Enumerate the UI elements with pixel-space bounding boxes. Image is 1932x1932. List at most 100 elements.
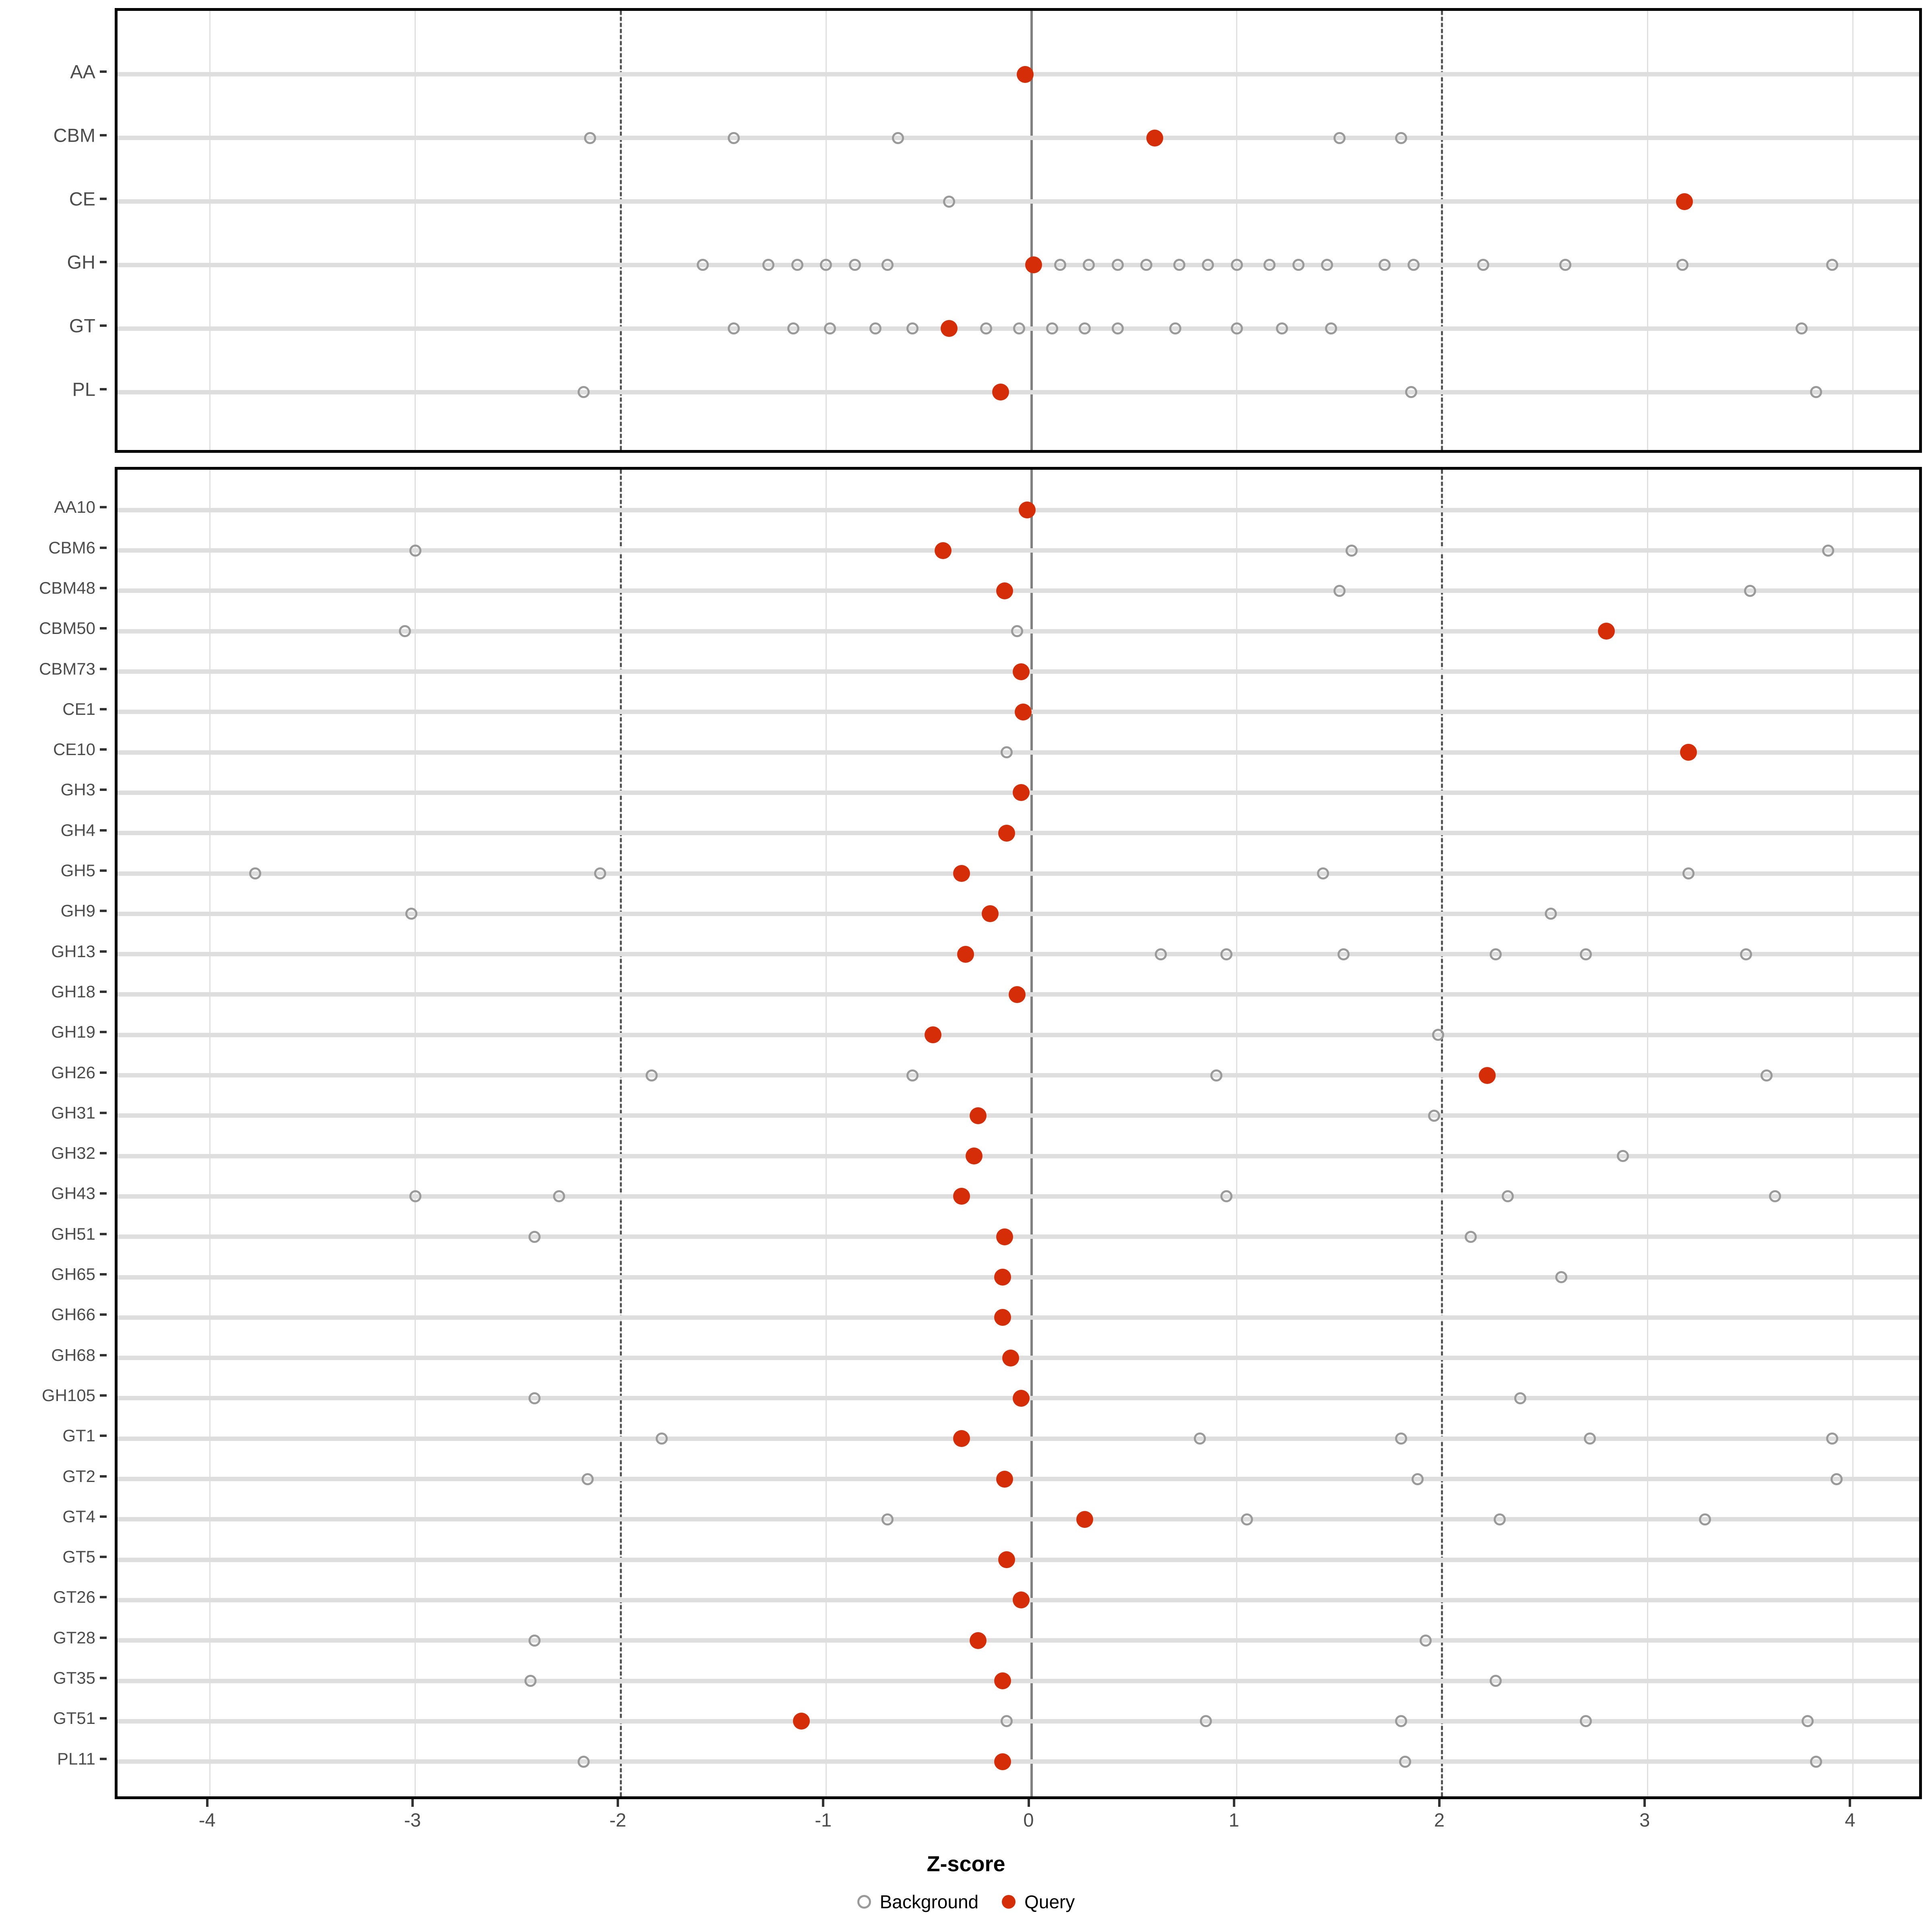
- background-point[interactable]: [1616, 1150, 1629, 1162]
- background-point[interactable]: [820, 259, 832, 271]
- query-point[interactable]: [1013, 663, 1030, 680]
- background-point[interactable]: [249, 867, 261, 880]
- background-point[interactable]: [1399, 1755, 1412, 1768]
- background-point[interactable]: [1338, 948, 1350, 960]
- query-point[interactable]: [1013, 1591, 1030, 1609]
- background-point[interactable]: [1826, 1432, 1839, 1445]
- background-point[interactable]: [1699, 1513, 1711, 1525]
- background-point[interactable]: [1083, 259, 1095, 271]
- background-point[interactable]: [1682, 867, 1695, 880]
- background-point[interactable]: [1263, 259, 1276, 271]
- legend-item-background[interactable]: Background: [857, 1891, 978, 1913]
- background-point[interactable]: [656, 1432, 668, 1445]
- background-point[interactable]: [892, 132, 904, 144]
- background-point[interactable]: [1580, 1715, 1592, 1728]
- background-point[interactable]: [980, 322, 993, 335]
- query-point[interactable]: [969, 1107, 987, 1124]
- background-point[interactable]: [1140, 259, 1153, 271]
- background-point[interactable]: [1810, 386, 1822, 398]
- query-point[interactable]: [998, 824, 1016, 842]
- query-point[interactable]: [1002, 1349, 1020, 1366]
- background-point[interactable]: [1046, 322, 1058, 335]
- background-point[interactable]: [1411, 1473, 1424, 1485]
- query-point[interactable]: [1013, 1389, 1030, 1407]
- background-point[interactable]: [697, 259, 709, 271]
- background-point[interactable]: [848, 259, 861, 271]
- background-point[interactable]: [1744, 584, 1757, 597]
- background-point[interactable]: [1317, 867, 1329, 880]
- background-point[interactable]: [578, 1755, 590, 1768]
- query-point[interactable]: [996, 582, 1013, 599]
- background-point[interactable]: [1292, 259, 1305, 271]
- background-point[interactable]: [1395, 132, 1407, 144]
- background-point[interactable]: [528, 1392, 541, 1404]
- query-point[interactable]: [992, 384, 1009, 401]
- background-point[interactable]: [1822, 544, 1835, 557]
- background-point[interactable]: [594, 867, 607, 880]
- query-point[interactable]: [994, 1269, 1011, 1286]
- background-point[interactable]: [869, 322, 881, 335]
- query-point[interactable]: [1017, 66, 1034, 83]
- legend-item-query[interactable]: Query: [1002, 1891, 1075, 1913]
- background-point[interactable]: [727, 132, 740, 144]
- background-point[interactable]: [399, 625, 411, 638]
- query-point[interactable]: [1008, 986, 1026, 1003]
- background-point[interactable]: [584, 132, 596, 144]
- background-point[interactable]: [1169, 322, 1181, 335]
- background-point[interactable]: [1241, 1513, 1253, 1525]
- background-point[interactable]: [1173, 259, 1185, 271]
- background-point[interactable]: [582, 1473, 594, 1485]
- background-point[interactable]: [528, 1634, 541, 1647]
- background-point[interactable]: [1276, 322, 1288, 335]
- background-point[interactable]: [1555, 1271, 1567, 1284]
- query-point[interactable]: [996, 1470, 1013, 1488]
- background-point[interactable]: [1079, 322, 1091, 335]
- background-point[interactable]: [1210, 1069, 1222, 1082]
- query-point[interactable]: [965, 1148, 983, 1165]
- background-point[interactable]: [1420, 1634, 1432, 1647]
- background-point[interactable]: [645, 1069, 658, 1082]
- background-point[interactable]: [1559, 259, 1572, 271]
- background-point[interactable]: [578, 386, 590, 398]
- background-point[interactable]: [1407, 259, 1420, 271]
- query-point[interactable]: [982, 905, 999, 923]
- query-point[interactable]: [994, 1672, 1011, 1690]
- background-point[interactable]: [1826, 259, 1839, 271]
- query-point[interactable]: [1013, 784, 1030, 801]
- background-point[interactable]: [1111, 259, 1124, 271]
- background-point[interactable]: [943, 195, 956, 208]
- query-point[interactable]: [793, 1713, 810, 1730]
- background-point[interactable]: [1220, 948, 1233, 960]
- query-point[interactable]: [1146, 129, 1163, 147]
- query-point[interactable]: [1015, 703, 1032, 720]
- background-point[interactable]: [528, 1230, 541, 1243]
- query-point[interactable]: [994, 1753, 1011, 1770]
- query-point[interactable]: [1479, 1067, 1496, 1084]
- background-point[interactable]: [1584, 1432, 1596, 1445]
- background-point[interactable]: [1432, 1029, 1444, 1041]
- background-point[interactable]: [1545, 908, 1557, 920]
- background-point[interactable]: [787, 322, 799, 335]
- query-point[interactable]: [1076, 1511, 1094, 1528]
- query-point[interactable]: [935, 542, 952, 559]
- background-point[interactable]: [1405, 386, 1418, 398]
- background-point[interactable]: [1230, 259, 1243, 271]
- background-point[interactable]: [1202, 259, 1214, 271]
- background-point[interactable]: [1802, 1715, 1814, 1728]
- background-point[interactable]: [409, 1190, 421, 1203]
- background-point[interactable]: [1200, 1715, 1212, 1728]
- background-point[interactable]: [881, 1513, 894, 1525]
- query-point[interactable]: [1680, 744, 1697, 761]
- background-point[interactable]: [1795, 322, 1808, 335]
- background-point[interactable]: [1477, 259, 1489, 271]
- query-point[interactable]: [924, 1026, 941, 1044]
- background-point[interactable]: [881, 259, 894, 271]
- background-point[interactable]: [762, 259, 775, 271]
- background-point[interactable]: [1379, 259, 1391, 271]
- background-point[interactable]: [524, 1675, 537, 1687]
- query-point[interactable]: [969, 1632, 987, 1649]
- background-point[interactable]: [1011, 625, 1023, 638]
- background-point[interactable]: [553, 1190, 565, 1203]
- query-point[interactable]: [957, 945, 974, 963]
- query-point[interactable]: [1019, 502, 1036, 519]
